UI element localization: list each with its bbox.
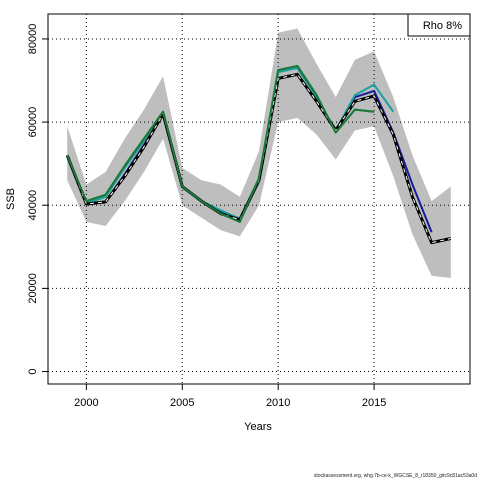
y-axis-title: SSB	[5, 188, 17, 210]
confidence-band	[67, 28, 451, 278]
y-tick-label: 20000	[27, 273, 39, 304]
legend-frame	[407, 13, 471, 37]
x-tick-label: 2015	[362, 397, 386, 409]
x-tick-label: 2005	[170, 397, 194, 409]
footer-source: stockassessment.org, whg.7b-ce-k_WGCSE_8…	[314, 473, 477, 479]
y-tick-label: 60000	[27, 107, 39, 138]
x-tick-label: 2000	[74, 397, 98, 409]
y-tick-label: 0	[27, 368, 39, 374]
confidence-band-layer	[67, 28, 451, 278]
plot-frame	[47, 13, 471, 385]
x-tick-label: 2010	[266, 397, 290, 409]
y-tick-label: 40000	[27, 190, 39, 221]
x-axis-title: Years	[244, 421, 272, 433]
axis-layer: 2000 2005 2010 2015 0 20000 40000 60000 80000	[27, 24, 386, 409]
legend-label: Rho 8%	[423, 20, 462, 32]
legend-box: Rho 8%	[407, 13, 471, 37]
series-layer	[65, 64, 452, 245]
y-tick-label: 80000	[27, 24, 39, 55]
series-line-peel-green-top	[66, 64, 375, 223]
